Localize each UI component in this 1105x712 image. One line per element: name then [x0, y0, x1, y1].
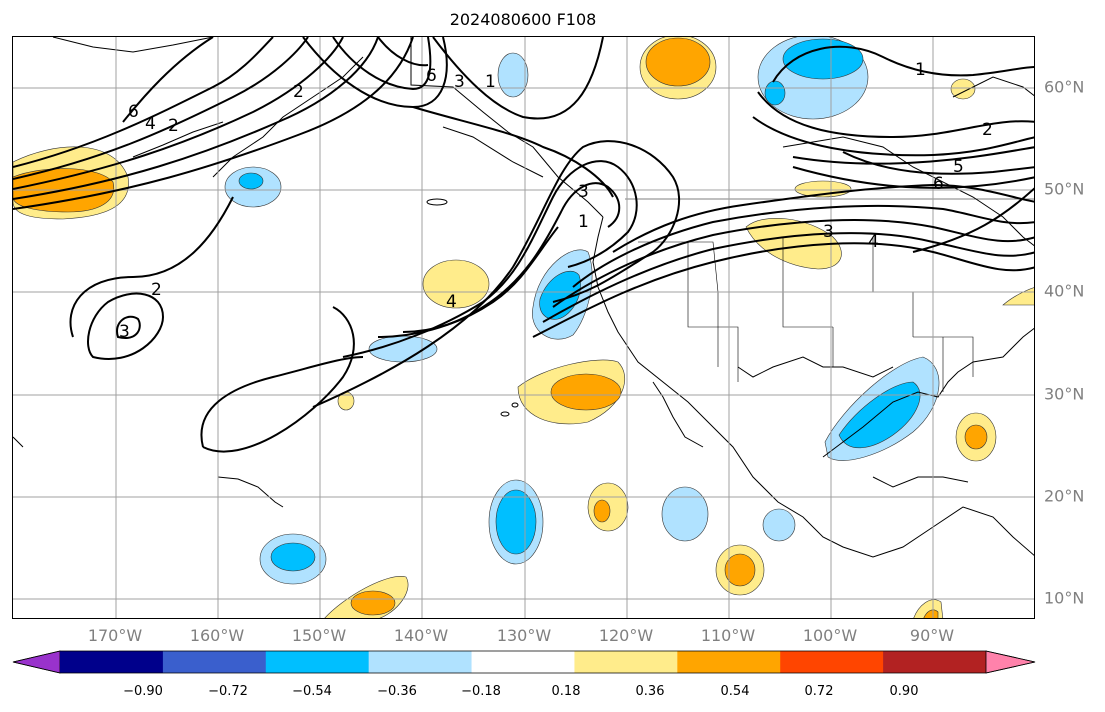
contour-label: 2 [293, 82, 304, 102]
negative-anomaly-areas [224, 37, 940, 585]
map-frame: 6 4 2 2 3 6 3 1 1 2 6 5 4 3 4 3 2 1 [12, 36, 1035, 619]
lon-tick-label: 160°W [189, 626, 245, 645]
anomaly-area [913, 599, 944, 618]
contour-label: 6 [426, 66, 437, 86]
lat-tick-label: 20°N [1044, 486, 1085, 506]
contour-label: 4 [446, 292, 457, 312]
lat-tick-label: 50°N [1044, 179, 1085, 199]
contour-label: 2 [982, 120, 993, 140]
colorbar-tick-label: 0.18 [551, 684, 581, 699]
colorbar-outline [12, 650, 1036, 674]
contour-label: 4 [868, 232, 879, 252]
anomaly-area [757, 37, 869, 120]
colorbar-segment [368, 651, 473, 673]
anomaly-area [13, 146, 129, 220]
anomaly-area [324, 576, 409, 618]
lon-tick-label: 170°W [87, 626, 143, 645]
anomaly-area [950, 78, 976, 100]
colorbar-segment [471, 651, 575, 673]
anomaly-area [497, 52, 529, 98]
contour-label: 2 [168, 116, 179, 136]
colorbar-tick-label: 0.72 [804, 684, 834, 699]
contour-label: 3 [119, 322, 130, 342]
map-title: 2024080600 F108 [449, 10, 597, 29]
positive-anomaly-areas [13, 37, 1034, 618]
anomaly-area [517, 359, 626, 425]
lon-tick-label: 150°W [291, 626, 347, 645]
colorbar-tick-label: 0.54 [720, 684, 750, 699]
anomaly-area [259, 533, 327, 585]
colorbar-segment [265, 651, 370, 673]
contour-label: 5 [953, 157, 964, 177]
colorbar-extend-high [985, 650, 1036, 674]
map-plot: 6 4 2 2 3 6 3 1 1 2 6 5 4 3 4 3 2 1 [13, 37, 1034, 618]
contour-label: 6 [933, 174, 944, 194]
contour-label: 4 [145, 114, 156, 134]
colorbar-segment [574, 651, 678, 673]
colorbar-tick-label: −0.18 [461, 684, 501, 699]
contour-label: 3 [578, 182, 589, 202]
colorbar-tick-label: 0.36 [635, 684, 665, 699]
contour-label: 3 [454, 72, 465, 92]
anomaly-area [1002, 287, 1034, 306]
colorbar-segment [162, 651, 267, 673]
lat-tick-label: 60°N [1044, 77, 1085, 97]
anomaly-area [639, 37, 717, 100]
colorbar-tick-label: −0.54 [292, 684, 332, 699]
anomaly-area [762, 508, 796, 542]
anomaly-area [587, 482, 629, 532]
colorbar-tick-label: −0.36 [377, 684, 417, 699]
coastlines [13, 37, 1034, 558]
colorbar-segment [780, 651, 884, 673]
height-contours [13, 37, 1034, 453]
anomaly-area [715, 544, 765, 596]
colorbar-segment [677, 651, 781, 673]
contour-label: 6 [128, 102, 139, 122]
anomaly-area [224, 166, 282, 208]
colorbar-tick-label: −0.72 [208, 684, 248, 699]
anomaly-area [422, 259, 490, 309]
anomaly-area [532, 249, 593, 340]
lon-tick-label: 130°W [496, 626, 552, 645]
lat-tick-label: 10°N [1044, 588, 1085, 608]
lat-tick-label: 40°N [1044, 281, 1085, 301]
colorbar-extend-low [12, 650, 61, 674]
lon-tick-label: 120°W [598, 626, 654, 645]
lon-tick-label: 90°W [909, 626, 955, 645]
anomaly-area [488, 479, 544, 565]
contour-label: 3 [823, 222, 834, 242]
contour-label-group: 6 4 2 2 3 6 3 1 1 2 6 5 4 3 4 3 2 1 [119, 60, 993, 342]
colorbar [12, 650, 1036, 674]
lat-tick-label: 30°N [1044, 384, 1085, 404]
contour-label: 1 [578, 212, 589, 232]
lon-tick-label: 110°W [700, 626, 756, 645]
anomaly-area [661, 486, 709, 542]
contour-label: 2 [151, 280, 162, 300]
contour-label: 1 [485, 72, 496, 92]
islands [217, 198, 519, 508]
lon-tick-label: 100°W [802, 626, 858, 645]
colorbar-tick-label: −0.90 [123, 684, 163, 699]
anomaly-area [745, 217, 842, 270]
anomaly-area [955, 412, 997, 462]
colorbar-tick-label: 0.90 [889, 684, 919, 699]
colorbar-segment [883, 651, 987, 673]
contour-label: 1 [915, 60, 926, 80]
lon-tick-label: 140°W [393, 626, 449, 645]
colorbar-segment [60, 651, 164, 673]
